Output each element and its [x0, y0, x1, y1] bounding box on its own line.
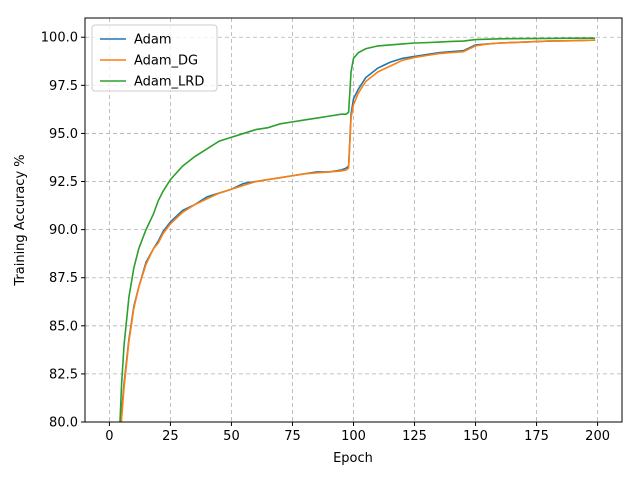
- plot-area: [119, 37, 596, 422]
- x-tick-label: 25: [162, 429, 179, 444]
- x-tick-label: 200: [585, 429, 610, 444]
- y-tick-label: 97.5: [49, 79, 78, 94]
- legend-box: [91, 24, 218, 92]
- y-tick-label: 100.0: [41, 31, 78, 46]
- x-tick-label: 150: [463, 429, 488, 444]
- y-tick-label: 95.0: [49, 127, 78, 142]
- legend-label: Adam_LRD: [134, 75, 204, 90]
- y-axis-label: Training Accuracy %: [13, 154, 28, 286]
- series-line: [120, 39, 596, 422]
- y-tick-label: 92.5: [49, 175, 78, 190]
- series-line: [120, 39, 596, 422]
- y-tick-label: 87.5: [49, 271, 78, 286]
- x-tick-label: 75: [284, 429, 301, 444]
- x-tick-label: 100: [341, 429, 366, 444]
- y-tick-label: 85.0: [49, 319, 78, 334]
- y-tick-label: 90.0: [49, 223, 78, 238]
- legend-label: Adam_DG: [134, 54, 198, 69]
- x-tick-label: 0: [105, 429, 113, 444]
- series-line: [119, 37, 596, 422]
- y-tick-label: 82.5: [49, 367, 78, 382]
- legend-label: Adam: [134, 33, 172, 48]
- x-tick-label: 50: [223, 429, 240, 444]
- x-tick-label: 125: [402, 429, 427, 444]
- plot-frame: [84, 17, 623, 423]
- y-tick-label: 80.0: [49, 416, 78, 431]
- x-tick-label: 175: [524, 429, 549, 444]
- x-axis-label: Epoch: [333, 451, 373, 466]
